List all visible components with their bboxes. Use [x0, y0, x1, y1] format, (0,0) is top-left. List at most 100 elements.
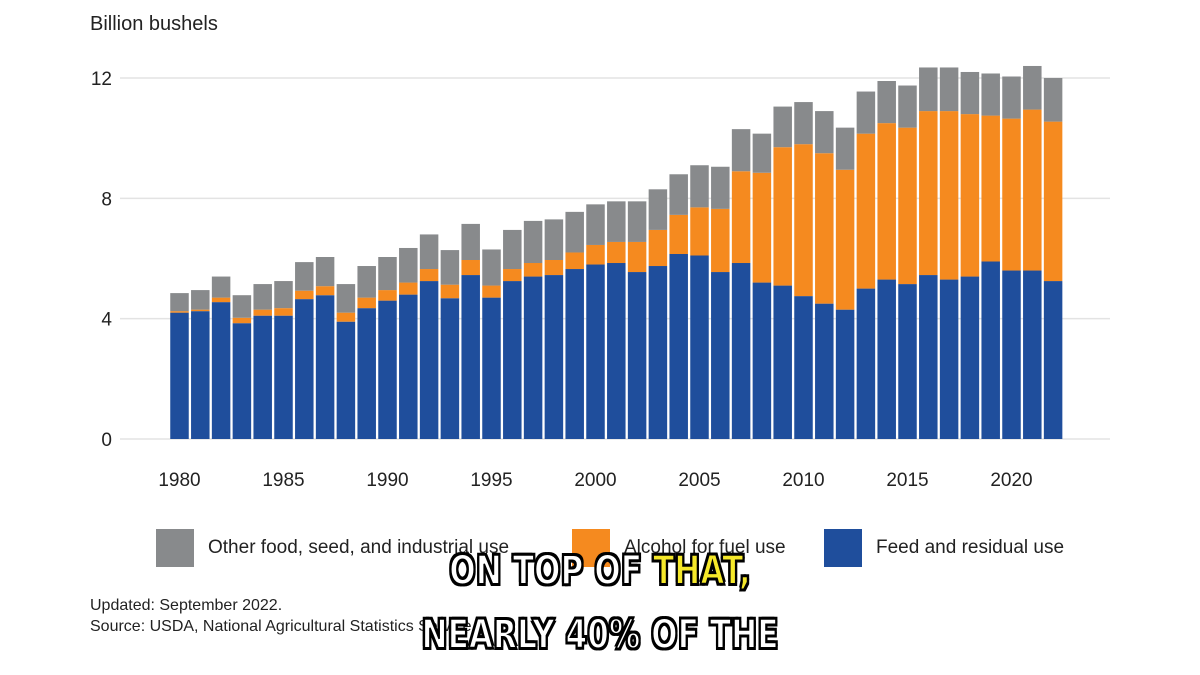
legend-item-other: Other food, seed, and industrial use [156, 528, 509, 568]
source-note: Source: USDA, National Agricultural Stat… [90, 618, 476, 635]
bar-segment [1043, 78, 1063, 122]
updated-note: Updated: September 2022. [90, 597, 283, 614]
bar-segment [648, 229, 668, 267]
bar-segment [1002, 76, 1021, 119]
caption-line-1: ON TOP OF THAT, [132, 547, 1068, 595]
bar-segment [794, 144, 813, 297]
bar-segment [211, 302, 231, 439]
bar-segment [482, 297, 501, 439]
bar-segment [627, 201, 647, 242]
legend-label-fuel: Alcohol for fuel use [624, 537, 786, 558]
bar-segment [815, 303, 834, 440]
bar-segment [752, 172, 772, 283]
x-tick-label: 1990 [366, 470, 408, 491]
bar-segment [898, 284, 917, 439]
legend-swatch-feed [824, 529, 862, 567]
bar-segment [939, 279, 959, 439]
bar-segment [419, 234, 439, 270]
bar-segment [669, 253, 688, 439]
bar-segment [440, 250, 460, 285]
bar-segment [232, 295, 252, 318]
bar-segment [939, 67, 959, 112]
bar-segment [315, 295, 335, 439]
bar-segment [253, 309, 272, 316]
bar-segment [877, 123, 896, 280]
x-tick-label: 2005 [678, 470, 720, 491]
bar-segment [440, 284, 460, 299]
bar-segment [731, 263, 751, 439]
bar-segment [731, 129, 751, 172]
bar-segment [544, 260, 564, 276]
caption-line-1-text: ON TOP OF [448, 547, 653, 595]
bar-segment [1043, 281, 1063, 439]
bar-segment [461, 275, 480, 439]
bar-segment [274, 281, 293, 309]
bar-segment [919, 111, 938, 276]
legend: Other food, seed, and industrial use Alc… [0, 528, 1200, 572]
x-tick-label: 2010 [782, 470, 824, 491]
bar-segment [835, 127, 855, 170]
bar-segment [232, 317, 252, 324]
bar-segment [211, 276, 231, 298]
bar-segment [607, 201, 626, 242]
bar-segment [835, 169, 855, 310]
x-tick-label: 2000 [574, 470, 616, 491]
bar-segment [919, 275, 938, 439]
bar-segment [253, 284, 272, 310]
bar-segment [690, 255, 709, 439]
bars [170, 65, 1063, 440]
y-tick-label: 0 [101, 430, 112, 451]
bar-segment [1043, 121, 1063, 282]
bar-segment [336, 284, 356, 313]
x-tick-label: 1995 [470, 470, 512, 491]
bar-segment [274, 315, 293, 439]
bar-segment [1023, 65, 1042, 110]
legend-label-feed: Feed and residual use [876, 537, 1065, 558]
bar-segment [960, 114, 980, 277]
bar-segment [523, 220, 543, 264]
bar-segment [274, 308, 293, 316]
bar-segment [773, 285, 792, 439]
bar-segment [253, 315, 272, 439]
bar-segment [1002, 118, 1021, 271]
bar-segment [357, 308, 376, 439]
x-tick-label: 2015 [886, 470, 928, 491]
y-tick-label: 8 [101, 189, 112, 210]
bar-segment [607, 263, 626, 439]
bar-segment [856, 133, 876, 289]
bar-segment [669, 174, 688, 215]
bar-segment [648, 266, 668, 439]
bar-segment [607, 241, 626, 264]
bar-segment [295, 290, 314, 300]
bar-segment [523, 276, 543, 439]
bar-segment [170, 312, 189, 439]
bar-segment [877, 279, 896, 439]
y-axis-label: Billion bushels [90, 13, 218, 35]
bar-segment [399, 282, 418, 295]
bar-segment [503, 269, 522, 282]
stacked-bar-chart: 0 4 8 12 1980 1985 1990 1995 2000 2005 2010 2015 20… [91, 65, 1110, 491]
bar-segment [565, 269, 584, 439]
bar-segment [378, 257, 397, 291]
bar-segment [1023, 270, 1042, 439]
bar-segment [1002, 270, 1021, 439]
bar-segment [981, 261, 1000, 439]
bar-segment [648, 189, 668, 230]
bar-segment [586, 264, 605, 439]
bar-segment [315, 257, 335, 287]
bar-segment [815, 111, 834, 154]
bar-segment [919, 67, 938, 112]
bar-segment [877, 81, 896, 124]
legend-item-feed: Feed and residual use [824, 528, 1064, 568]
bar-segment [191, 309, 210, 312]
bar-segment [399, 247, 418, 283]
x-axis-ticks: 1980 1985 1990 1995 2000 2005 2010 2015 2020 [158, 470, 1032, 491]
bar-segment [1023, 109, 1042, 271]
bar-segment [711, 208, 730, 273]
caption-line-2: NEARLY 40% OF THE [421, 611, 780, 659]
caption-line-1-highlight: THAT, [652, 547, 751, 595]
bar-segment [939, 111, 959, 280]
y-axis-ticks: 0 4 8 12 [91, 69, 113, 451]
bar-segment [419, 269, 439, 282]
bar-segment [815, 153, 834, 304]
